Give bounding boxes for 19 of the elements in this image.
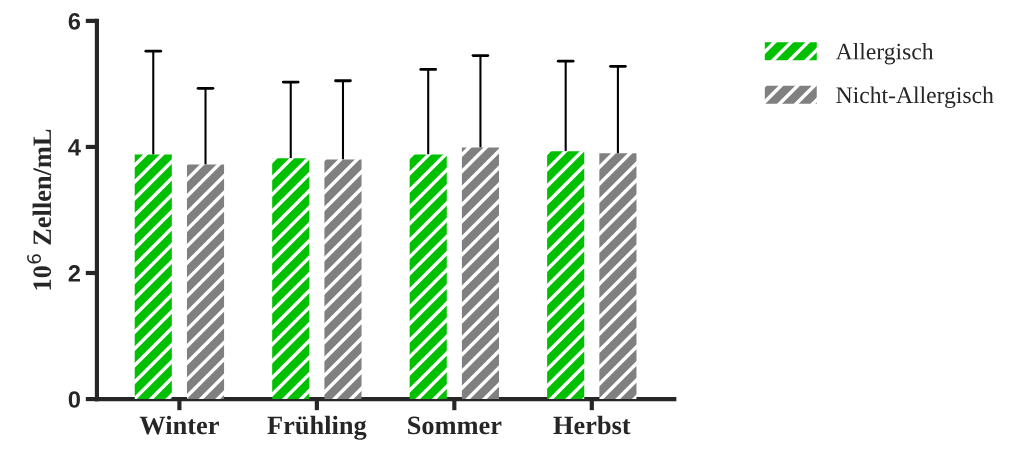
y-tick-label: 6 (68, 12, 81, 30)
bar (272, 158, 310, 400)
x-tick-label: Winter (139, 415, 219, 435)
y-tick-label: 2 (68, 265, 80, 282)
bar (409, 154, 447, 400)
y-tick-label: 4 (68, 139, 81, 156)
x-tick-label: Sommer (408, 416, 502, 435)
legend-label: Allergisch (835, 42, 934, 65)
bar (134, 154, 172, 400)
y-tick-label: 0 (68, 391, 80, 408)
x-tick-label: Herbst (553, 415, 631, 435)
legend-label: Nicht-Allergisch (836, 86, 994, 109)
bar (324, 159, 362, 400)
bar (599, 153, 637, 400)
bar (547, 151, 585, 400)
x-tick-label: Frühling (267, 415, 367, 440)
bar (461, 147, 499, 400)
y-axis-title: 10$^{6}$ Zellen/mL (27, 129, 52, 290)
bar (186, 164, 225, 400)
